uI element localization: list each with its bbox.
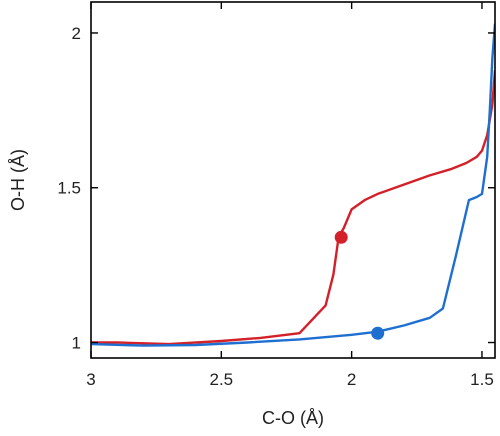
x-tick-label: 1.5: [470, 370, 494, 389]
series-line-1: [91, 70, 495, 346]
x-tick-label: 2: [347, 370, 356, 389]
plot-frame: [90, 1, 496, 359]
y-axis-label: O-H (Å): [8, 149, 28, 211]
series-line-2: [91, 23, 495, 347]
marker-point-2: [371, 326, 385, 340]
x-tick-label: 3: [86, 370, 95, 389]
x-tick-label: 2.5: [210, 370, 234, 389]
marker-point-1: [334, 230, 348, 244]
y-tick-label: 1: [72, 334, 81, 353]
y-tick-label: 2: [72, 24, 81, 43]
y-tick-label: 1.5: [57, 179, 81, 198]
x-axis-label: C-O (Å): [262, 408, 324, 428]
